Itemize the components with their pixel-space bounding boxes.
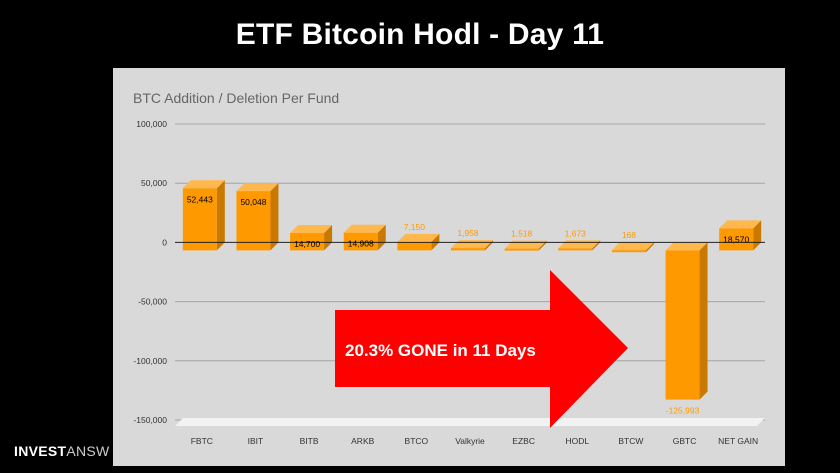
- bar-front: [665, 250, 700, 400]
- bar-side: [592, 240, 601, 251]
- brand-logo-light: ANSW: [66, 443, 110, 459]
- bar-top: [343, 224, 386, 233]
- bar-bitb: [290, 224, 333, 251]
- value-label: 1,958: [457, 228, 479, 238]
- bar-front: [182, 188, 217, 251]
- chart-floor: [175, 418, 765, 426]
- bar-front: [504, 248, 539, 251]
- bar-side: [377, 224, 386, 251]
- y-tick-label: 100,000: [136, 119, 167, 129]
- bar-front: [558, 248, 593, 251]
- bar-side: [699, 242, 708, 400]
- value-label: 168: [622, 230, 636, 240]
- x-tick-label: Valkyrie: [455, 436, 485, 446]
- bar-front: [343, 232, 378, 251]
- bar-btcw: [611, 242, 654, 253]
- value-label: 7,150: [404, 222, 426, 232]
- bar-net-gain: [719, 220, 762, 251]
- value-label: 18,570: [723, 234, 749, 244]
- bar-front: [397, 241, 432, 251]
- value-label: -125,993: [666, 406, 700, 416]
- bar-gbtc: [665, 242, 708, 400]
- y-tick-label: -150,000: [133, 415, 167, 425]
- bar-valkyrie: [451, 240, 493, 251]
- bar-side: [270, 183, 279, 251]
- value-label: 52,443: [187, 194, 213, 204]
- bar-top: [665, 242, 708, 251]
- bar-side: [216, 180, 225, 251]
- bar-side: [645, 242, 654, 253]
- y-tick-label: 0: [162, 237, 167, 247]
- value-label: 50,048: [240, 197, 266, 207]
- bar-top: [719, 220, 762, 229]
- value-label: 1,673: [565, 228, 587, 238]
- bar-front: [451, 248, 485, 251]
- bar-side: [753, 220, 762, 251]
- value-label: 1,518: [511, 229, 533, 239]
- slide-title: ETF Bitcoin Hodl - Day 11: [235, 18, 605, 51]
- x-tick-label: HODL: [565, 436, 589, 446]
- x-tick-label: BTCO: [405, 436, 429, 446]
- x-tick-label: BITB: [300, 436, 319, 446]
- bars: [182, 180, 762, 400]
- bar-front: [290, 232, 325, 251]
- bar-front: [236, 191, 271, 251]
- x-axis-ticks: FBTC IBIT BITB ARKB BTCO Valkyrie EZBC HODL BTCW…: [191, 436, 758, 446]
- bar-top: [182, 180, 225, 189]
- bar-fbtc: [182, 180, 225, 251]
- x-tick-label: EZBC: [512, 436, 535, 446]
- y-tick-label: 50,000: [141, 178, 167, 188]
- bar-side: [324, 224, 333, 251]
- bar-chart: BTC Addition / Deletion Per Fund 100,000…: [133, 90, 765, 446]
- value-labels: 52,443 50,048 14,700 14,908 7,150 1,958 1,518 1…: [187, 194, 750, 415]
- x-tick-label: BTCW: [618, 436, 643, 446]
- bar-front: [719, 228, 754, 251]
- y-axis-ticks: 100,000 50,000 0 -50,000 -100,000 -150,000: [133, 119, 167, 425]
- y-tick-label: -100,000: [133, 356, 167, 366]
- brand-logo-bold: INVEST: [14, 443, 67, 459]
- bar-top: [290, 224, 333, 233]
- floor-plane: [175, 418, 765, 426]
- bar-front: [611, 250, 646, 253]
- x-tick-label: GBTC: [673, 436, 697, 446]
- x-tick-label: IBIT: [248, 436, 264, 446]
- x-tick-label: ARKB: [351, 436, 374, 446]
- y-tick-label: -50,000: [138, 297, 167, 307]
- bar-side: [538, 240, 547, 251]
- chart-panel: BTC Addition / Deletion Per Fund 100,000…: [113, 68, 785, 466]
- value-label: 14,908: [348, 239, 374, 249]
- bar-ibit: [236, 183, 279, 251]
- brand-logo: INVESTANSW: [14, 443, 110, 459]
- x-tick-label: NET GAIN: [718, 436, 758, 446]
- bar-top: [236, 183, 279, 192]
- chart-title: BTC Addition / Deletion Per Fund: [133, 90, 339, 106]
- x-tick-label: FBTC: [191, 436, 213, 446]
- bar-arkb: [343, 224, 386, 251]
- bar-top: [397, 233, 440, 242]
- callout: 20.3% GONE in 11 Days: [335, 270, 628, 428]
- red-arrow-icon: [335, 270, 628, 428]
- bar-top: [611, 242, 654, 251]
- value-label: 14,700: [294, 239, 320, 249]
- callout-text: 20.3% GONE in 11 Days: [345, 341, 536, 360]
